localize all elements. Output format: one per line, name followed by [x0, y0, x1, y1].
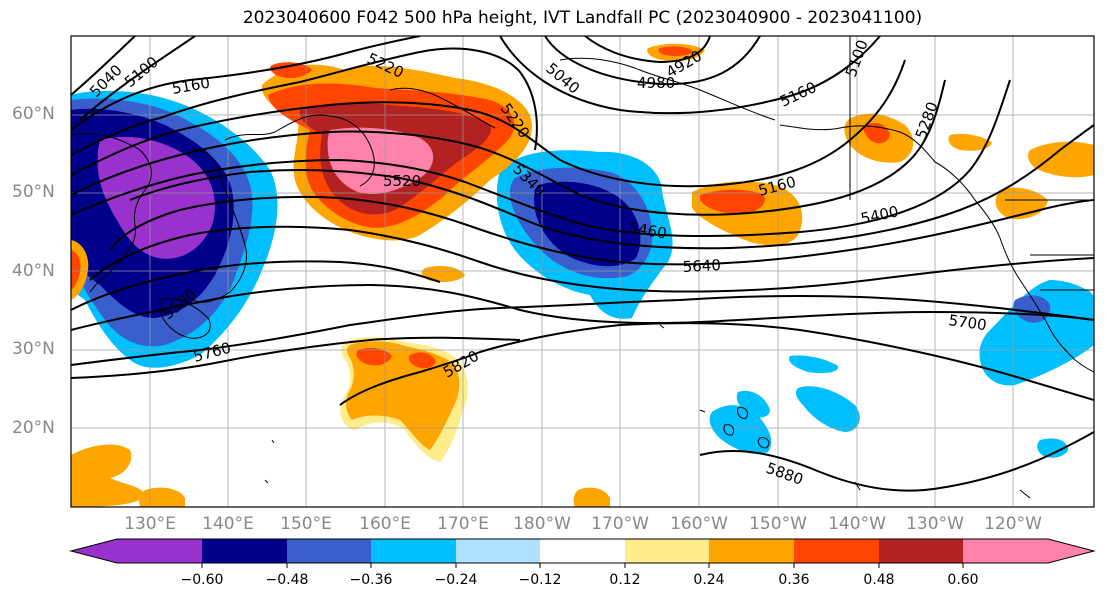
colorbar-ticks	[201, 563, 964, 568]
colorbar-tick-label: −0.48	[265, 572, 309, 588]
colorbar-extend-min	[71, 539, 117, 563]
lon-label-130e: 130°E	[124, 514, 176, 534]
positive-anomaly-tropics	[71, 240, 610, 507]
lon-label-130w: 130°W	[906, 514, 964, 534]
coastlines	[71, 36, 1094, 499]
colorbar-segment	[709, 539, 794, 563]
contour-label-5520: 5520	[383, 172, 421, 190]
colorbar-segment	[540, 539, 625, 563]
colorbar-tick-label: 0.36	[778, 572, 810, 588]
lon-label-150e: 150°E	[280, 514, 332, 534]
colorbar-segment	[117, 539, 202, 563]
colorbar-tick-label: −0.24	[434, 572, 478, 588]
lon-label-170e: 170°E	[437, 514, 489, 534]
lon-label-160w: 160°W	[670, 514, 728, 534]
colorbar	[69, 538, 1096, 568]
lat-label-60n: 60°N	[12, 104, 55, 124]
contour-label-5700: 5700	[947, 311, 987, 334]
map-frame	[70, 35, 1095, 508]
colorbar-segment	[287, 539, 371, 563]
colorbar-tick-label: −0.60	[180, 572, 224, 588]
colorbar-segment	[879, 539, 963, 563]
lon-label-150w: 150°W	[749, 514, 807, 534]
graticule	[71, 36, 1094, 507]
lon-label-140e: 140°E	[202, 514, 254, 534]
map-plot-area: 5040 5100 5160 5220 5040 4980 4920 5220 …	[71, 36, 1094, 507]
lon-label-120w: 120°W	[984, 514, 1042, 534]
contour-label-4980: 4980	[637, 74, 675, 92]
lon-label-160e: 160°E	[359, 514, 411, 534]
height-contours	[71, 36, 1094, 492]
colorbar-segment	[963, 539, 1048, 563]
colorbar-segment	[625, 539, 709, 563]
colorbar-tick-label: −0.36	[349, 572, 393, 588]
lat-label-30n: 30°N	[12, 339, 55, 359]
lat-label-50n: 50°N	[12, 182, 55, 202]
colorbar-outline	[69, 538, 1096, 564]
lon-label-180w: 180°W	[513, 514, 571, 534]
colorbar-tick-label: 0.24	[693, 572, 725, 588]
negative-anomaly-east	[709, 280, 1094, 458]
negative-anomaly-west	[71, 90, 278, 368]
colorbar-tick-label: 0.60	[947, 572, 979, 588]
map-title: 2023040600 F042 500 hPa height, IVT Land…	[242, 8, 923, 28]
lat-label-20n: 20°N	[12, 418, 55, 438]
colorbar-tick-label: −0.12	[518, 572, 562, 588]
lon-label-170w: 170°W	[591, 514, 649, 534]
lat-label-40n: 40°N	[12, 261, 55, 281]
colorbar-tick-label: 0.12	[609, 572, 641, 588]
colorbar-extend-max	[1048, 539, 1094, 563]
contour-label-5640: 5640	[682, 256, 721, 276]
colorbar-segment	[202, 539, 287, 563]
colorbar-segment	[371, 539, 456, 563]
colorbar-tick-label: 0.48	[863, 572, 895, 588]
colorbar-segment	[456, 539, 540, 563]
lon-label-140w: 140°W	[828, 514, 886, 534]
colorbar-segment	[794, 539, 879, 563]
